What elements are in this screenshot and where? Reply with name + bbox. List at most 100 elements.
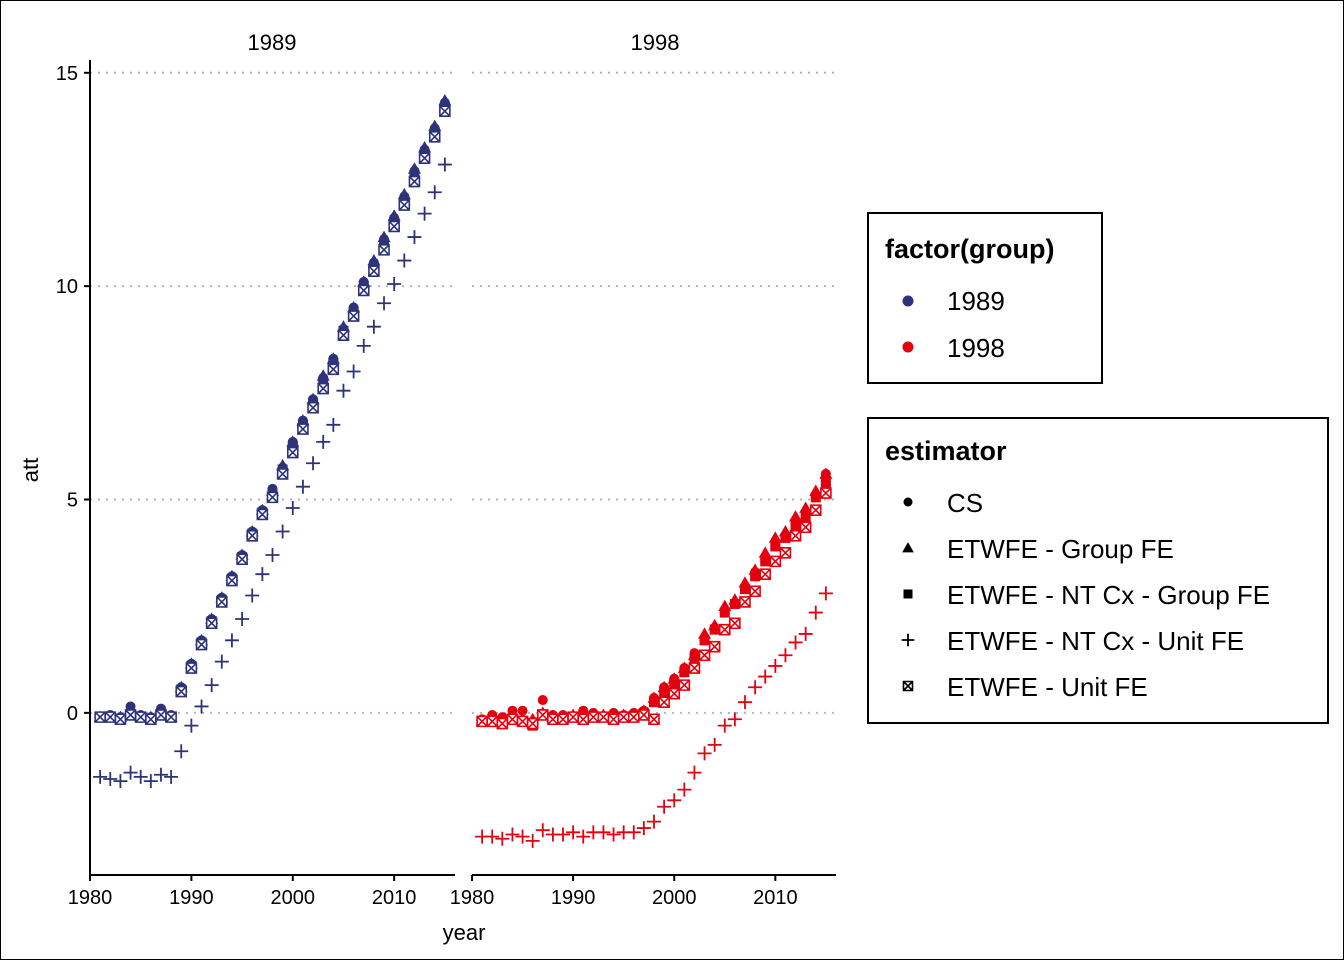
point-boxcross: [195, 638, 208, 651]
point-boxcross: [536, 709, 549, 721]
legend-key-circle: [902, 341, 914, 353]
point-boxcross: [668, 687, 681, 700]
point-plus: [245, 588, 260, 603]
point-boxcross: [789, 529, 802, 542]
point-plus: [174, 744, 189, 759]
y-tick-label: 10: [56, 276, 78, 298]
point-boxcross: [428, 131, 441, 143]
y-tick-label: 5: [67, 490, 78, 512]
point-square: [689, 654, 700, 665]
point-boxcross: [597, 711, 610, 723]
point-boxcross: [368, 265, 380, 278]
point-plus: [407, 230, 422, 245]
point-boxcross: [297, 423, 309, 435]
point-plus: [667, 793, 682, 808]
point-plus: [596, 825, 611, 840]
legend-label: ETWFE - Group FE: [947, 534, 1174, 564]
point-square: [719, 607, 730, 618]
point-plus: [707, 737, 722, 752]
legend-label: ETWFE - Unit FE: [947, 672, 1148, 702]
point-plus: [798, 626, 813, 641]
point-boxcross: [547, 713, 559, 726]
point-boxcross: [526, 717, 539, 730]
x-tick-label: 2010: [753, 887, 798, 909]
facet-strip-label: 1998: [631, 30, 680, 55]
point-plus: [788, 635, 803, 650]
legend-label: 1998: [947, 333, 1005, 363]
point-plus: [336, 383, 351, 398]
point-square: [379, 238, 390, 249]
point-plus: [285, 501, 300, 516]
point-boxcross: [439, 105, 451, 118]
point-boxcross: [378, 244, 390, 256]
point-square: [287, 441, 298, 452]
point-plus: [515, 829, 530, 844]
legend-title: factor(group): [885, 234, 1054, 264]
point-boxcross: [256, 508, 269, 521]
point-boxcross: [627, 711, 640, 723]
y-tick-label: 0: [67, 703, 78, 725]
point-boxcross: [516, 715, 529, 728]
point-boxcross: [902, 680, 914, 692]
point-boxcross: [557, 713, 569, 726]
point-boxcross: [236, 553, 248, 566]
point-square: [750, 571, 761, 582]
point-plus: [566, 825, 581, 840]
point-square: [409, 170, 420, 181]
point-plus: [901, 633, 915, 647]
point-boxcross: [286, 446, 299, 459]
point-plus: [556, 827, 570, 842]
point-square: [699, 635, 710, 646]
point-plus: [748, 680, 763, 695]
x-tick-label: 2000: [652, 887, 697, 909]
point-boxcross: [388, 220, 400, 233]
legend-label: CS: [947, 488, 983, 518]
point-plus: [535, 823, 550, 838]
axes: 1980 1990 2000 2010 1980 1990 2000 2010 0 5 10 15: [56, 60, 836, 909]
point-plus: [738, 695, 752, 710]
point-plus: [818, 586, 833, 601]
point-square: [729, 599, 740, 610]
point-plus: [717, 718, 732, 733]
point-square: [770, 541, 781, 552]
point-plus: [647, 814, 661, 829]
point-boxcross: [216, 596, 228, 608]
y-tick-label: 15: [56, 63, 78, 85]
legend-title: estimator: [885, 436, 1007, 466]
point-plus: [275, 524, 290, 539]
facet-strip-label: 1989: [248, 30, 297, 55]
point-boxcross: [114, 713, 127, 726]
point-square: [903, 589, 913, 599]
point-boxcross: [739, 596, 751, 608]
legend-label: ETWFE - NT Cx - Unit FE: [947, 626, 1244, 656]
x-tick-label: 1980: [450, 887, 495, 909]
legend-key-circle: [902, 295, 914, 307]
point-boxcross: [678, 679, 691, 691]
point-plus: [153, 767, 168, 782]
point-triangle: [789, 510, 803, 522]
point-plus: [657, 799, 672, 814]
point-boxcross: [476, 715, 488, 728]
point-boxcross: [658, 696, 670, 708]
point-plus: [778, 648, 793, 663]
legend-label: 1989: [947, 286, 1005, 316]
point-boxcross: [347, 310, 360, 322]
point-boxcross: [718, 623, 731, 636]
point-plus: [727, 712, 742, 727]
point-plus: [525, 833, 540, 848]
point-square: [780, 532, 791, 543]
point-boxcross: [134, 711, 147, 723]
point-plus: [417, 206, 432, 221]
point-boxcross: [104, 711, 117, 723]
point-boxcross: [185, 662, 198, 674]
point-plus: [133, 769, 148, 784]
legend-estimator: estimator CS ETWFE - Group FE ETWFE - NT…: [867, 417, 1329, 724]
point-boxcross: [567, 711, 579, 723]
point-triangle: [758, 546, 772, 558]
point-plus: [397, 253, 412, 268]
point-plus: [164, 769, 179, 784]
point-plus: [768, 658, 783, 673]
point-boxcross: [327, 363, 340, 376]
point-plus: [93, 769, 108, 784]
